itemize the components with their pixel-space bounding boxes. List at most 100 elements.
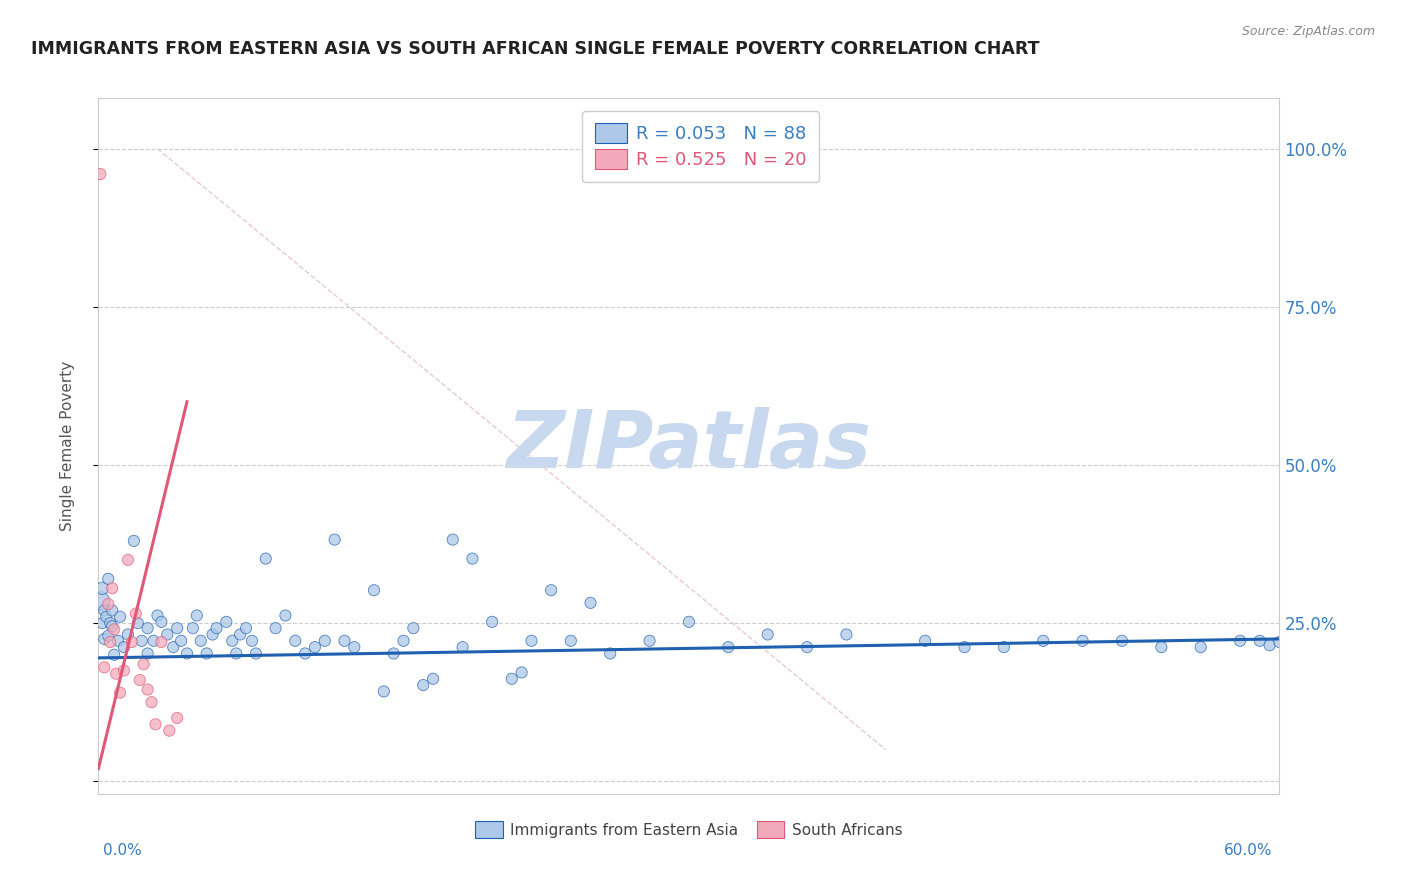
Point — [132, 657, 155, 672]
Point — [510, 665, 533, 680]
Point — [105, 666, 128, 681]
Point — [181, 621, 204, 635]
Point — [107, 633, 129, 648]
Point — [117, 553, 139, 567]
Point — [145, 717, 167, 731]
Point — [304, 640, 326, 654]
Point — [451, 640, 474, 654]
Point — [1071, 633, 1094, 648]
Point — [1111, 633, 1133, 648]
Point — [579, 596, 602, 610]
Point — [245, 647, 267, 661]
Point — [221, 633, 243, 648]
Point — [373, 684, 395, 698]
Point — [201, 627, 224, 641]
Point — [101, 582, 124, 596]
Point — [1258, 638, 1281, 652]
Point — [481, 615, 503, 629]
Point — [195, 647, 218, 661]
Point — [170, 633, 193, 648]
Point — [186, 608, 208, 623]
Point — [412, 678, 434, 692]
Point — [274, 608, 297, 623]
Legend: Immigrants from Eastern Asia, South Africans: Immigrants from Eastern Asia, South Afri… — [468, 814, 910, 846]
Point — [121, 635, 143, 649]
Point — [796, 640, 818, 654]
Point — [638, 633, 661, 648]
Point — [108, 686, 131, 700]
Point — [136, 621, 159, 635]
Point — [93, 660, 115, 674]
Text: ZIPatlas: ZIPatlas — [506, 407, 872, 485]
Point — [150, 635, 173, 649]
Point — [392, 633, 415, 648]
Point — [146, 608, 169, 623]
Point — [229, 627, 252, 641]
Point — [122, 533, 145, 548]
Point — [97, 629, 120, 643]
Point — [103, 648, 125, 662]
Point — [333, 633, 356, 648]
Point — [540, 583, 562, 598]
Point — [176, 647, 198, 661]
Point — [97, 597, 120, 611]
Point — [91, 616, 114, 631]
Point — [136, 682, 159, 697]
Point — [108, 609, 131, 624]
Point — [254, 551, 277, 566]
Point — [422, 672, 444, 686]
Point — [141, 695, 163, 709]
Point — [235, 621, 257, 635]
Point — [1150, 640, 1173, 654]
Point — [225, 647, 247, 661]
Point — [1249, 633, 1271, 648]
Point — [343, 640, 366, 654]
Point — [97, 572, 120, 586]
Point — [190, 633, 212, 648]
Point — [678, 615, 700, 629]
Point — [993, 640, 1015, 654]
Point — [156, 627, 179, 641]
Point — [166, 711, 188, 725]
Point — [166, 621, 188, 635]
Point — [117, 627, 139, 641]
Point — [142, 633, 165, 648]
Point — [314, 633, 336, 648]
Point — [125, 607, 148, 621]
Point — [98, 616, 121, 631]
Point — [128, 673, 150, 687]
Text: 0.0%: 0.0% — [103, 843, 142, 858]
Point — [215, 615, 238, 629]
Point — [93, 603, 115, 617]
Point — [264, 621, 287, 635]
Point — [599, 647, 621, 661]
Point — [501, 672, 523, 686]
Point — [89, 167, 111, 181]
Point — [127, 616, 149, 631]
Point — [89, 594, 111, 608]
Point — [131, 633, 153, 648]
Point — [101, 603, 124, 617]
Point — [93, 632, 115, 646]
Point — [162, 640, 184, 654]
Point — [91, 582, 114, 596]
Point — [382, 647, 405, 661]
Point — [756, 627, 779, 641]
Point — [1268, 635, 1291, 649]
Point — [402, 621, 425, 635]
Point — [441, 533, 464, 547]
Point — [520, 633, 543, 648]
Y-axis label: Single Female Poverty: Single Female Poverty — [60, 361, 75, 531]
Point — [953, 640, 976, 654]
Point — [112, 640, 135, 654]
Point — [835, 627, 858, 641]
Point — [112, 664, 135, 678]
Point — [363, 583, 385, 598]
Point — [1189, 640, 1212, 654]
Point — [1229, 633, 1251, 648]
Text: Source: ZipAtlas.com: Source: ZipAtlas.com — [1241, 25, 1375, 38]
Text: IMMIGRANTS FROM EASTERN ASIA VS SOUTH AFRICAN SINGLE FEMALE POVERTY CORRELATION : IMMIGRANTS FROM EASTERN ASIA VS SOUTH AF… — [31, 40, 1039, 58]
Text: 60.0%: 60.0% — [1225, 843, 1272, 858]
Point — [150, 615, 173, 629]
Point — [717, 640, 740, 654]
